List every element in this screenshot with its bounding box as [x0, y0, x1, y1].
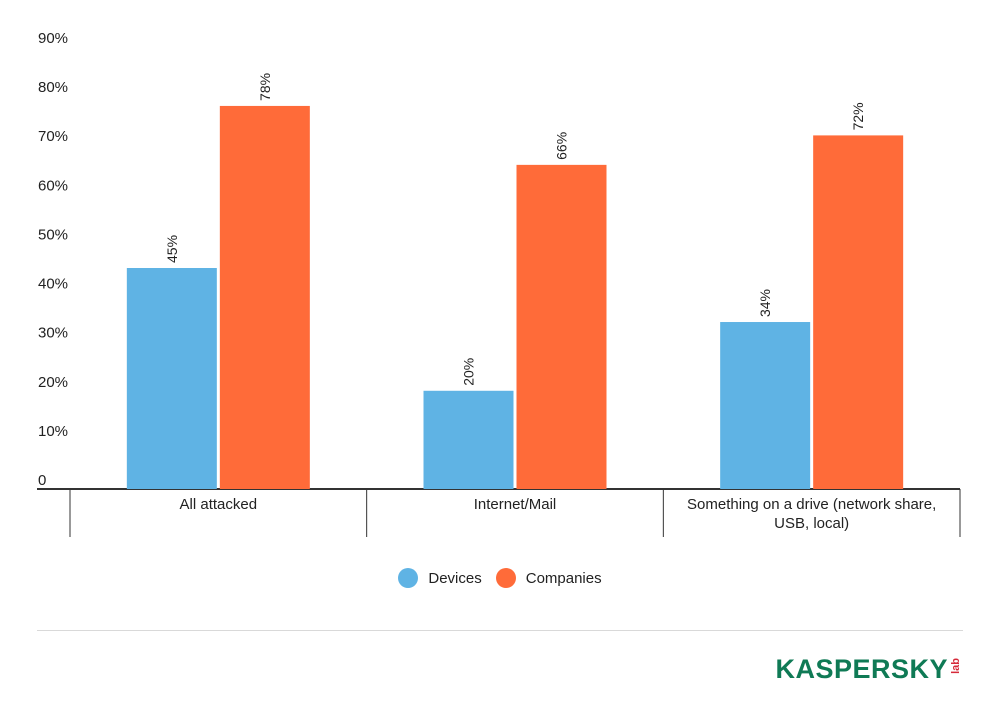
- y-tick-label: 70%: [38, 128, 68, 145]
- bar-devices-2: [720, 322, 811, 489]
- legend-label-devices: Devices: [428, 569, 482, 587]
- logo-lab-suffix: lab: [950, 658, 962, 674]
- category-label: USB, local): [774, 515, 849, 532]
- category-label: Internet/Mail: [474, 496, 557, 513]
- y-tick-label: 50%: [38, 226, 68, 243]
- data-label: 72%: [850, 102, 866, 130]
- y-tick-label: 0: [38, 472, 46, 489]
- y-tick-label: 10%: [38, 423, 68, 440]
- data-label: 34%: [757, 289, 773, 317]
- data-label: 45%: [164, 235, 180, 263]
- category-label: Something on a drive (network share,: [687, 496, 936, 513]
- chart-legend: Devices Companies: [0, 568, 1000, 588]
- bar-companies-0: [219, 105, 310, 489]
- y-tick-label: 90%: [38, 30, 68, 47]
- bar-chart: 0 10% 20% 30% 40% 50% 60% 70% 80% 90% 45% 78% All at…: [37, 30, 961, 537]
- bar-devices-1: [423, 390, 514, 489]
- kaspersky-logo: KASPERSKY lab: [775, 654, 962, 685]
- bar-companies-2: [813, 135, 904, 489]
- bar-devices-0: [126, 268, 217, 489]
- legend-label-companies: Companies: [525, 569, 602, 587]
- data-label: 20%: [461, 358, 477, 386]
- bar-companies-1: [516, 164, 607, 489]
- category-label: All attacked: [180, 496, 258, 513]
- data-label: 66%: [554, 132, 570, 160]
- legend-item-devices: Devices: [398, 568, 482, 588]
- legend-swatch-companies: [495, 568, 516, 588]
- logo-wordmark: KASPERSKY: [775, 654, 948, 684]
- y-tick-label: 20%: [38, 374, 68, 391]
- data-label: 78%: [257, 73, 273, 101]
- y-tick-label: 80%: [38, 79, 68, 96]
- legend-item-companies: Companies: [495, 568, 602, 588]
- y-tick-label: 30%: [38, 325, 68, 342]
- footer-divider: [37, 630, 963, 631]
- y-tick-label: 40%: [38, 276, 68, 293]
- legend-swatch-devices: [398, 568, 419, 588]
- y-tick-label: 60%: [38, 177, 68, 194]
